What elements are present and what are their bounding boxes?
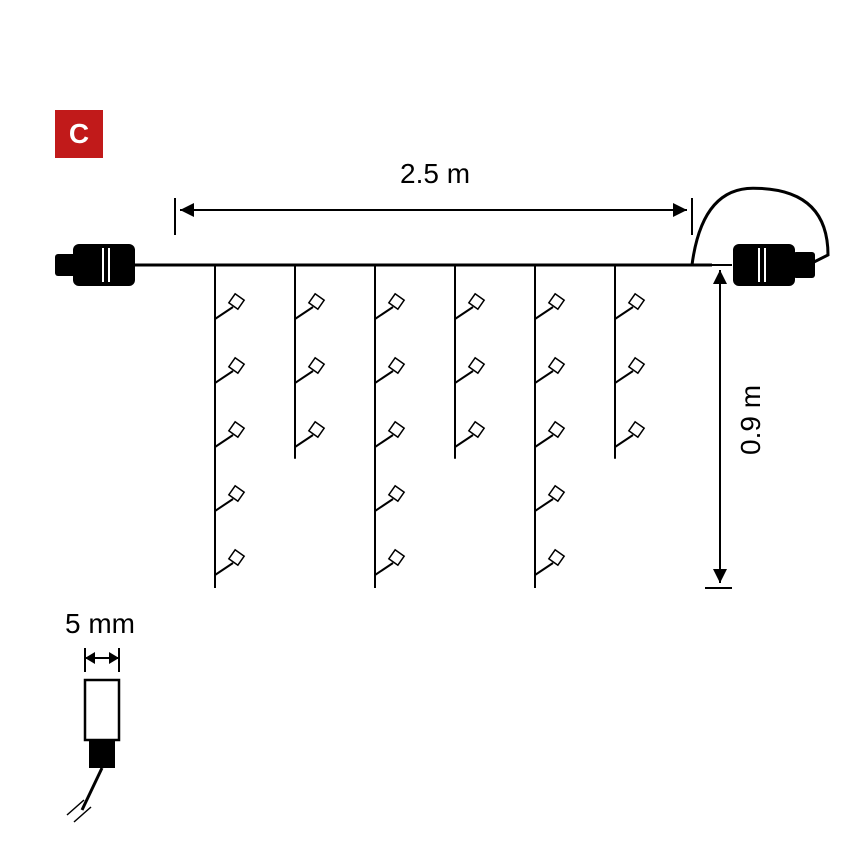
product-diagram (0, 0, 868, 868)
